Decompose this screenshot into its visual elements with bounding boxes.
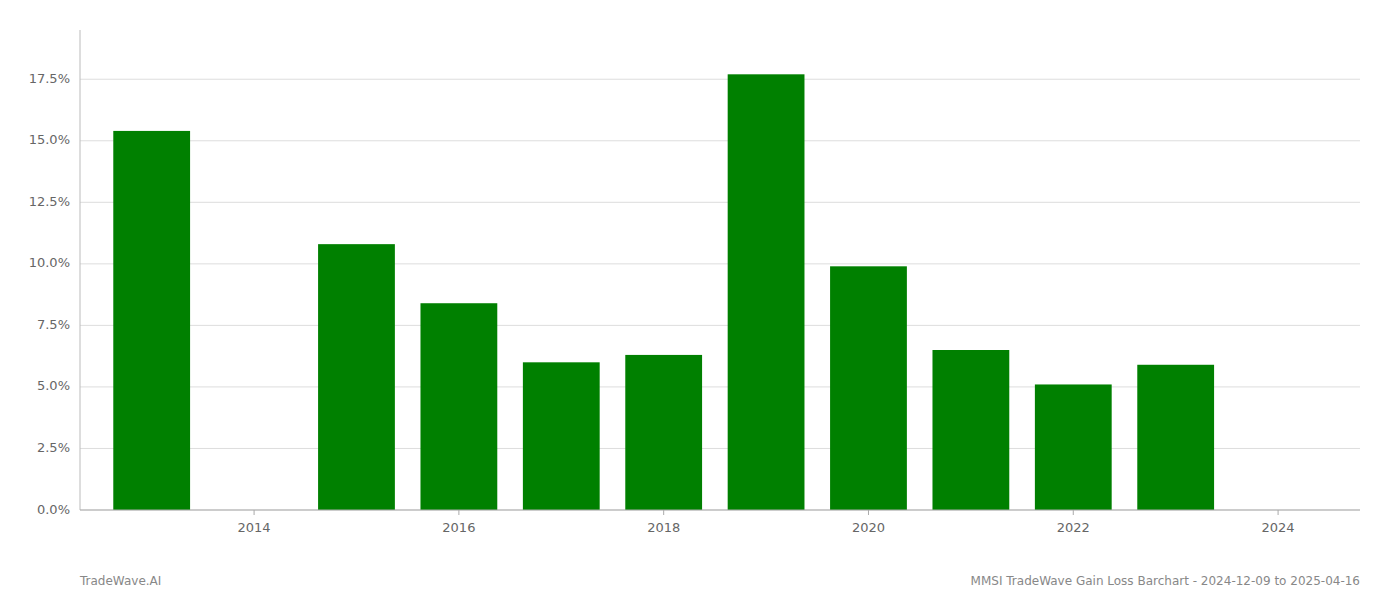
x-tick-label: 2022 (1057, 520, 1090, 535)
x-tick-label: 2018 (647, 520, 680, 535)
grid-line (80, 202, 1360, 203)
y-tick-label: 15.0% (29, 132, 70, 147)
x-tick (663, 510, 664, 515)
x-tick-label: 2020 (852, 520, 885, 535)
footer-text: TradeWave.AI (79, 574, 161, 588)
footer: TradeWave.AI MMSI TradeWave Gain Loss Bar… (79, 574, 1360, 588)
bar (1035, 384, 1112, 510)
bar (523, 362, 600, 510)
bars (113, 74, 1214, 510)
x-tick (458, 510, 459, 515)
y-axis: 0.0% 2.5% 5.0% 7.5% 10.0% 12.5% 15.0% 17.5% (29, 30, 80, 517)
x-tick (1073, 510, 1074, 515)
bar (625, 355, 702, 510)
bar (318, 244, 395, 510)
grid-line (80, 140, 1360, 141)
y-tick-label: 0.0% (37, 502, 70, 517)
y-tick-label: 12.5% (29, 194, 70, 209)
y-axis-line (80, 30, 81, 510)
bar (932, 350, 1009, 510)
grid (80, 79, 1360, 510)
bar (728, 74, 805, 510)
background (0, 0, 1400, 600)
x-tick-label: 2014 (238, 520, 271, 535)
grid-line (80, 325, 1360, 326)
x-tick (868, 510, 869, 515)
footer-text: MMSI TradeWave Gain Loss Barchart - 2024… (971, 574, 1360, 588)
x-tick (254, 510, 255, 515)
y-tick-label: 10.0% (29, 255, 70, 270)
x-tick-label: 2024 (1262, 520, 1295, 535)
x-tick (1278, 510, 1279, 515)
y-tick-label: 5.0% (37, 378, 70, 393)
bar (1137, 365, 1214, 510)
y-tick-label: 7.5% (37, 317, 70, 332)
x-axis-line (80, 510, 1360, 511)
y-tick-label: 17.5% (29, 71, 70, 86)
x-tick-label: 2016 (442, 520, 475, 535)
grid-line (80, 510, 1360, 511)
bar (113, 131, 190, 510)
grid-line (80, 263, 1360, 264)
bar (420, 303, 497, 510)
bar (830, 266, 907, 510)
y-tick-label: 2.5% (37, 440, 70, 455)
chart: 0.0% 2.5% 5.0% 7.5% 10.0% 12.5% 15.0% 17.5% 2014… (0, 0, 1400, 600)
grid-line (80, 79, 1360, 80)
x-axis: 2014 2016 2018 2020 2022 2024 (80, 510, 1360, 535)
